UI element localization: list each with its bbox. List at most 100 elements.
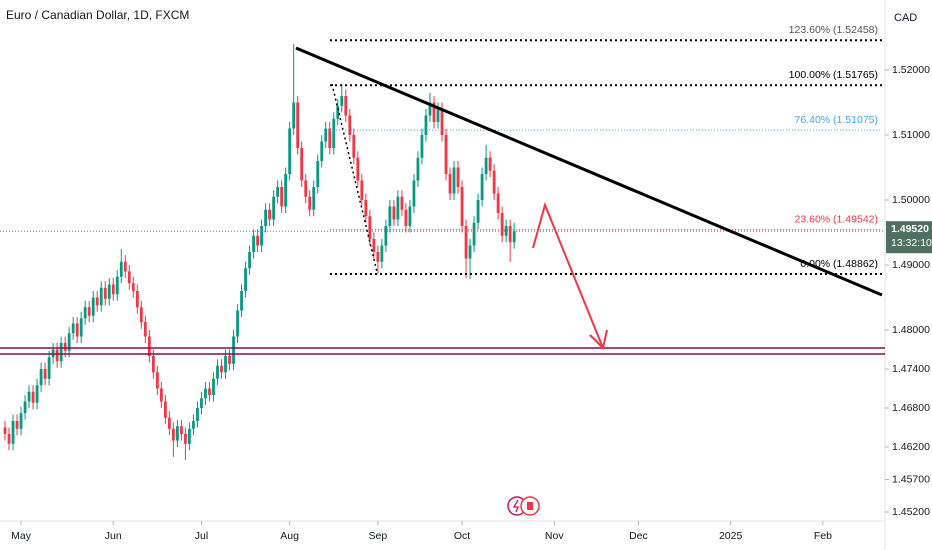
y-tick-label: 1.50000 <box>892 194 930 206</box>
y-tick-label: 1.49000 <box>892 259 930 271</box>
candle-body <box>436 109 440 123</box>
candle-body <box>23 401 27 414</box>
last-price-box <box>886 221 932 254</box>
candle-body <box>292 102 296 129</box>
candle-body <box>95 297 99 306</box>
candle-body <box>224 356 227 373</box>
candle-body <box>3 427 7 435</box>
candle-body <box>468 245 472 259</box>
x-tick-label: Dec <box>629 530 648 542</box>
candle-body <box>176 426 179 441</box>
candle-body <box>204 388 207 399</box>
x-tick-label: Sep <box>369 530 388 542</box>
candle-body <box>364 200 368 217</box>
candle-body <box>244 268 247 292</box>
candle-body <box>404 209 408 227</box>
y-tick-label: 1.51000 <box>892 129 930 141</box>
candle-body <box>332 118 336 149</box>
x-tick-label: Aug <box>280 530 299 542</box>
candle-body <box>47 357 51 379</box>
candle-body <box>63 343 67 351</box>
candle-body <box>115 276 119 295</box>
candle-body <box>19 413 23 429</box>
candle-body <box>135 291 139 308</box>
candle-body <box>508 226 512 243</box>
candle-body <box>260 226 263 246</box>
candle-body <box>43 369 47 379</box>
candle-body <box>344 96 348 116</box>
candle-body <box>296 102 300 149</box>
candle-body <box>200 398 203 409</box>
fib-label: 0.00% (1.48862) <box>800 258 878 270</box>
candle-body <box>316 161 320 188</box>
flash-icon <box>512 499 519 513</box>
x-tick-label: Oct <box>454 530 470 542</box>
candle-body <box>372 239 376 253</box>
candle-body <box>103 287 107 299</box>
candle-body <box>460 187 464 227</box>
candle-body <box>476 200 480 223</box>
candle-body <box>280 187 284 207</box>
candle-body <box>412 180 416 207</box>
candle-body <box>272 196 276 220</box>
candle-body <box>336 105 340 119</box>
x-tick-label: Jul <box>195 530 208 542</box>
candle-body <box>67 333 71 351</box>
candle-body <box>75 323 79 337</box>
candle-body <box>276 187 280 197</box>
candle-body <box>71 323 75 334</box>
candle-body <box>308 196 312 210</box>
candle-body <box>352 135 356 158</box>
candle-body <box>376 252 380 262</box>
candle-body <box>147 336 151 357</box>
candle-body <box>384 226 388 246</box>
candle-body <box>444 135 448 175</box>
countdown: 13:32:10 <box>891 237 932 249</box>
y-tick-label: 1.46200 <box>892 441 930 453</box>
candle-body <box>232 336 235 364</box>
candle-body <box>228 356 231 364</box>
candle-body <box>428 102 432 116</box>
candle-body <box>504 226 508 236</box>
candle-body <box>360 180 364 201</box>
fib-label: 100.00% (1.51765) <box>789 69 878 81</box>
candle-body <box>196 408 199 422</box>
y-tick-label: 1.52000 <box>892 64 930 76</box>
fib-label: 76.40% (1.51075) <box>795 114 878 126</box>
candle-body <box>31 391 35 403</box>
candle-body <box>240 291 243 311</box>
candle-body <box>512 231 516 243</box>
overlay: 123.60% (1.52458) 100.00% (1.51765) 76.40%… <box>0 24 885 275</box>
candle-body <box>464 226 468 259</box>
trendline <box>295 46 883 297</box>
candle-body <box>139 307 143 323</box>
fib-label: 23.60% (1.49542) <box>795 214 878 226</box>
candle-body <box>208 388 211 396</box>
candle-body <box>288 128 292 175</box>
candle-body <box>7 434 11 444</box>
candle-body <box>472 222 476 246</box>
chart-title: Euro / Canadian Dollar, 1D, FXCM <box>6 8 189 22</box>
arrow-head <box>589 329 608 350</box>
candle-body <box>324 128 328 142</box>
candle-body <box>79 318 83 337</box>
candle-body <box>83 307 87 319</box>
candle-body <box>127 271 131 284</box>
candle-body <box>400 196 404 210</box>
candle-body <box>220 365 223 373</box>
candle-body <box>392 206 396 220</box>
candle-body <box>408 206 412 227</box>
x-tick-label: May <box>11 530 32 542</box>
y-tick-label: 1.48000 <box>892 324 930 336</box>
candle-body <box>192 421 195 429</box>
candle-body <box>87 307 91 316</box>
candle-body <box>99 287 103 306</box>
candle-body <box>55 349 59 362</box>
diagonal-dotted <box>331 83 378 273</box>
candle-body <box>15 421 19 429</box>
candle-body <box>420 135 424 158</box>
candle-body <box>131 283 135 292</box>
candle-body <box>248 252 251 269</box>
candle-body <box>496 193 500 214</box>
